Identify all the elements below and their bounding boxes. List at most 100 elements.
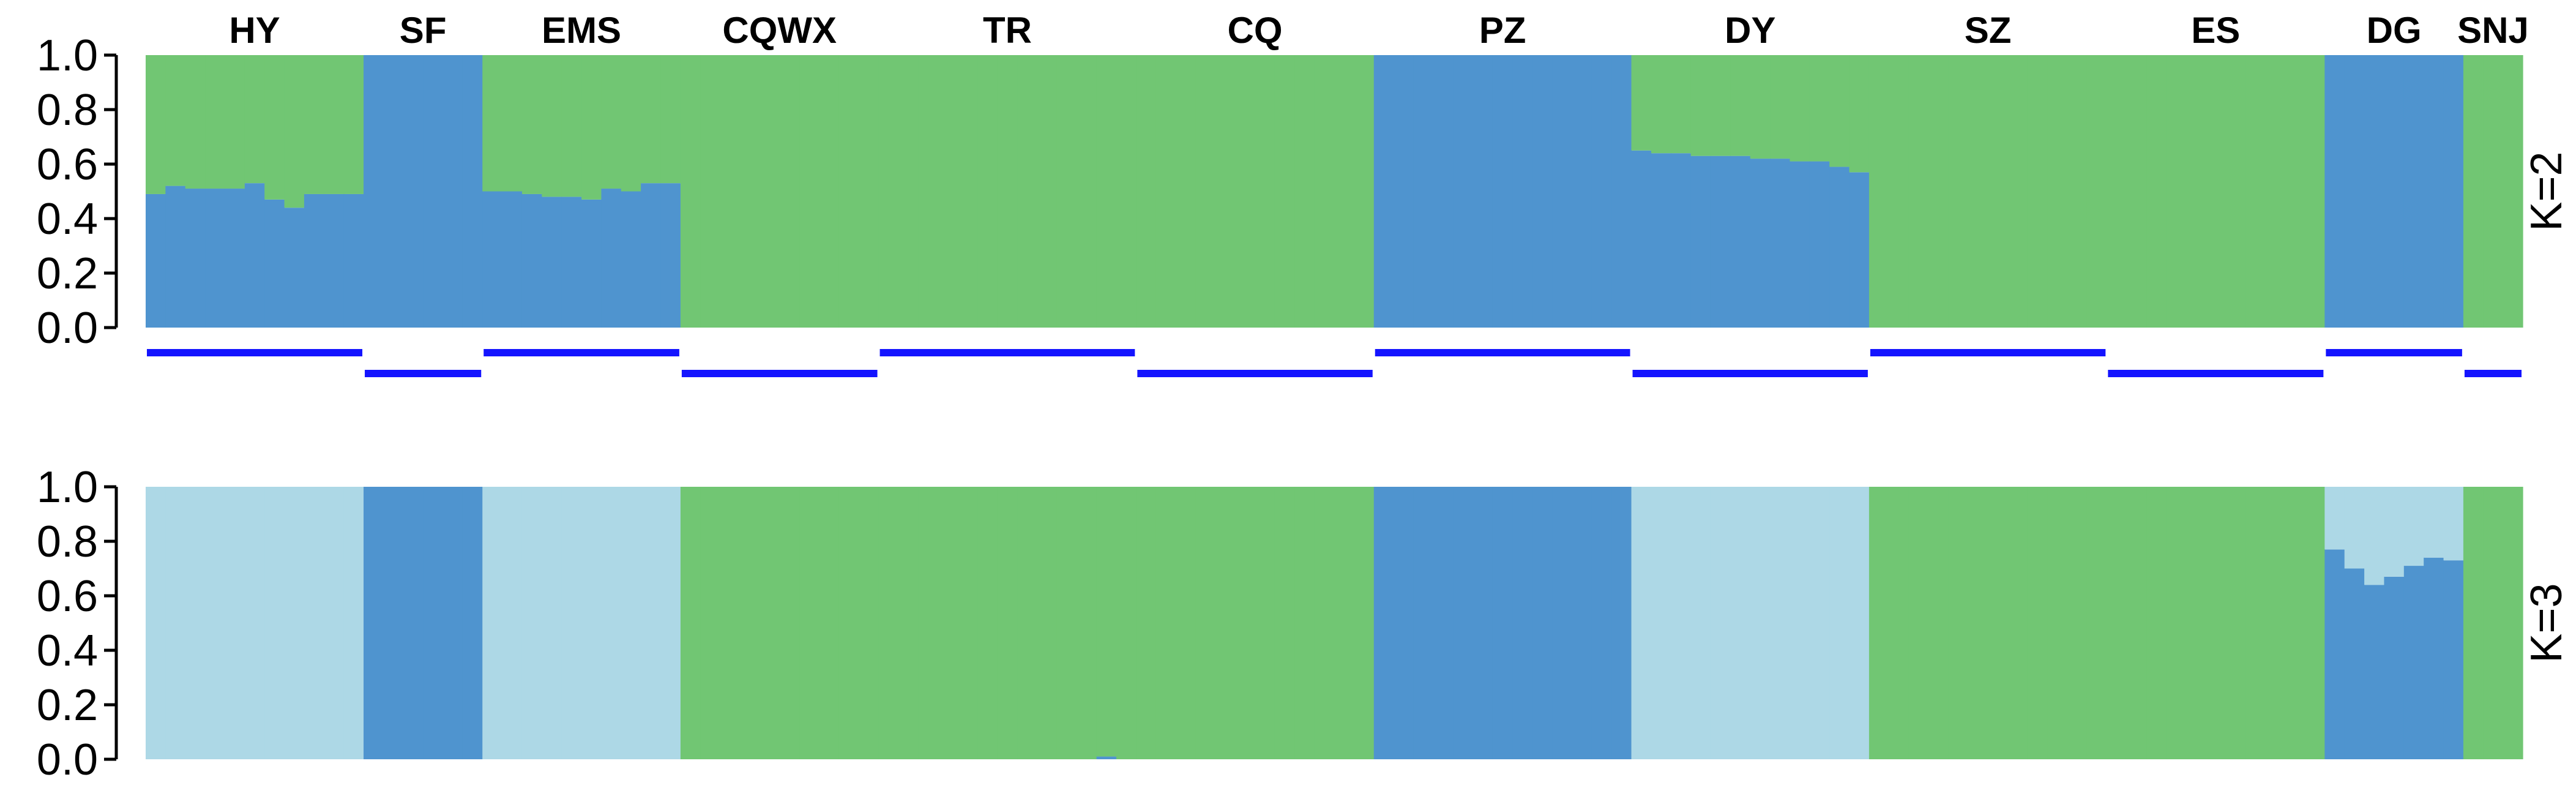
bar-dy-1-blue — [1631, 150, 1652, 328]
k2-bars — [146, 55, 2523, 328]
bar-dg-7-lightblue — [2443, 487, 2464, 561]
bar-cqwx-6-green — [779, 487, 800, 759]
bar-cqwx-1-green — [680, 487, 701, 759]
bar-snj-2-green — [2483, 55, 2504, 328]
bar-hy-3-green — [185, 55, 206, 189]
bar-hy-2-green — [165, 55, 186, 186]
bar-tr-12-green — [1096, 487, 1117, 757]
bar-cqwx-3-green — [720, 487, 741, 759]
bar-ems-3-green — [521, 55, 542, 194]
k3-bars — [146, 487, 2523, 759]
bar-cqwx-9-green — [838, 55, 859, 328]
bar-sz-2-green — [1889, 487, 1910, 759]
bar-cqwx-4-green — [740, 55, 760, 328]
bar-es-9-green — [2265, 487, 2286, 759]
bar-es-2-green — [2126, 55, 2147, 328]
bar-cq-10-green — [1314, 487, 1335, 759]
bar-es-5-green — [2186, 55, 2206, 328]
bar-dy-6-blue — [1730, 156, 1751, 328]
bar-ems-7-blue — [601, 189, 622, 328]
bar-es-5-green — [2186, 487, 2206, 759]
k2-y-axis: 1.0 0.8 0.6 0.4 0.2 0.0 — [37, 31, 118, 353]
pop-label-dy: DY — [1725, 10, 1775, 51]
bar-es-8-green — [2245, 55, 2266, 328]
bar-cqwx-1-green — [680, 55, 701, 328]
bar-hy-1-lightblue — [146, 487, 166, 759]
bar-tr-8-green — [1017, 55, 1038, 328]
bar-ems-5-blue — [561, 197, 582, 328]
bar-dy-9-blue — [1790, 161, 1810, 328]
bar-dg-7-blue — [2443, 55, 2464, 328]
bar-cq-2-green — [1155, 55, 1176, 328]
bar-ems-6-blue — [581, 199, 602, 328]
bar-ems-1-blue — [482, 191, 503, 328]
bar-sf-6-blue — [462, 487, 483, 759]
bar-dy-11-blue — [1829, 167, 1850, 328]
bar-dg-2-blue — [2344, 55, 2365, 328]
bar-dy-4-blue — [1690, 156, 1711, 328]
bar-es-4-green — [2166, 487, 2187, 759]
bar-dy-1-lightblue — [1631, 487, 1652, 759]
bar-tr-5-green — [958, 487, 978, 759]
bar-dy-5-lightblue — [1710, 487, 1731, 759]
bar-sz-3-green — [1908, 487, 1929, 759]
bar-sz-1-green — [1869, 487, 1889, 759]
bar-sz-4-green — [1928, 487, 1949, 759]
bar-cq-12-green — [1354, 487, 1375, 759]
bar-ems-5-green — [561, 55, 582, 197]
bar-dg-1-blue — [2324, 549, 2345, 759]
bar-es-9-green — [2265, 55, 2286, 328]
bar-dy-3-green — [1671, 55, 1692, 154]
bar-pz-4-blue — [1433, 487, 1454, 759]
bar-cq-2-green — [1155, 487, 1176, 759]
bar-ems-1-lightblue — [482, 487, 503, 759]
bar-es-10-green — [2285, 487, 2305, 759]
bar-cqwx-9-green — [838, 487, 859, 759]
bar-cq-4-green — [1195, 55, 1216, 328]
bar-cqwx-2-green — [700, 55, 721, 328]
bar-tr-9-green — [1037, 55, 1058, 328]
bar-hy-8-lightblue — [284, 487, 305, 759]
bar-snj-1-green — [2463, 487, 2484, 759]
bar-sz-3-green — [1908, 55, 1929, 328]
bar-sf-3-blue — [403, 55, 424, 328]
bar-dg-6-lightblue — [2424, 487, 2444, 558]
bar-sz-8-green — [2007, 487, 2028, 759]
bar-pz-7-blue — [1492, 55, 1513, 328]
bar-ems-10-blue — [660, 183, 681, 328]
bar-sz-9-green — [2027, 487, 2048, 759]
population-labels: HY SF EMS CQWX TR CQ PZ DY SZ ES DG SNJ — [229, 10, 2528, 51]
bar-sf-4-blue — [423, 487, 444, 759]
y-tick-label: 1.0 — [37, 463, 98, 512]
pop-label-cq: CQ — [1228, 10, 1283, 51]
bar-ems-5-lightblue — [561, 487, 582, 759]
bar-hy-11-lightblue — [343, 487, 364, 759]
bar-dy-9-green — [1790, 55, 1810, 162]
bar-hy-6-blue — [244, 183, 265, 328]
bar-es-1-green — [2107, 55, 2127, 328]
bar-ems-7-lightblue — [601, 487, 622, 759]
bar-hy-3-blue — [185, 189, 206, 328]
bar-cqwx-10-green — [859, 55, 879, 328]
bar-es-7-green — [2225, 55, 2246, 328]
bar-ems-8-blue — [621, 191, 641, 328]
bar-cqwx-8-green — [819, 487, 840, 759]
bar-dy-8-blue — [1770, 159, 1791, 328]
bar-cq-11-green — [1334, 55, 1354, 328]
bar-dy-11-green — [1829, 55, 1850, 167]
bar-sz-5-green — [1948, 487, 1969, 759]
bar-hy-3-lightblue — [185, 487, 206, 759]
bar-sf-2-blue — [383, 487, 404, 759]
bar-snj-1-green — [2463, 55, 2484, 328]
bar-dy-12-lightblue — [1849, 487, 1870, 759]
bar-tr-11-green — [1077, 487, 1097, 759]
bar-tr-7-green — [997, 487, 1018, 759]
bar-dg-4-blue — [2384, 576, 2405, 759]
bar-dg-7-blue — [2443, 560, 2464, 759]
bar-cqwx-7-green — [799, 55, 820, 328]
panel-k2: 1.0 0.8 0.6 0.4 0.2 0.0 K=2 — [37, 31, 2571, 353]
bar-tr-8-green — [1017, 487, 1038, 759]
k3-y-axis: 1.0 0.8 0.6 0.4 0.2 0.0 — [37, 463, 118, 784]
bar-hy-9-green — [304, 55, 324, 194]
bar-dg-4-blue — [2384, 55, 2405, 328]
